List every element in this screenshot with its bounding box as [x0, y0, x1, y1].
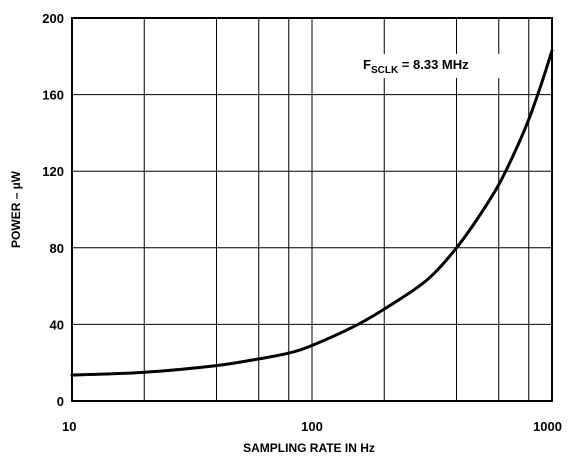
- y-tick-labels: 0 40 80 120 160 200: [42, 11, 64, 409]
- y-axis-label: POWER – µW: [9, 170, 23, 248]
- plot-frame: [71, 17, 553, 402]
- annotation-value: = 8.33 MHz: [398, 57, 469, 72]
- y-tick-label: 120: [42, 164, 64, 179]
- annotation-main: F: [363, 57, 371, 72]
- y-tick-label: 160: [42, 88, 64, 103]
- x-tick-label: 10: [62, 419, 76, 434]
- y-tick-label: 80: [50, 241, 64, 256]
- y-tick-label: 200: [42, 11, 64, 26]
- annotation-background: [357, 54, 505, 78]
- y-tick-label: 0: [57, 394, 64, 409]
- x-tick-label: 100: [301, 419, 323, 434]
- x-axis-label: SAMPLING RATE IN Hz: [243, 441, 375, 455]
- x-tick-labels: 10 100 1000: [62, 419, 562, 434]
- annotation-subscript: SCLK: [371, 65, 399, 76]
- sclk-frequency-annotation: FSCLK = 8.33 MHz: [363, 57, 469, 76]
- power-curve: [70, 49, 554, 377]
- y-tick-label: 40: [50, 317, 64, 332]
- x-tick-label: 1000: [533, 419, 562, 434]
